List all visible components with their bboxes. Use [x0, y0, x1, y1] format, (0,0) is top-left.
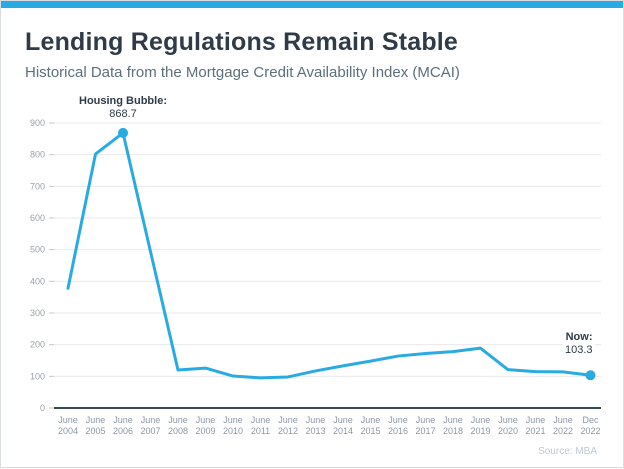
x-axis-label-year: 2022 [580, 426, 600, 436]
x-axis-label-year: 2014 [333, 426, 353, 436]
x-axis-label-year: 2012 [278, 426, 298, 436]
mcai-line-series [66, 131, 592, 380]
x-axis-label-month: June [526, 415, 546, 425]
x-axis-label-month: Dec [582, 415, 599, 425]
x-axis-label-month: June [388, 415, 408, 425]
y-axis-label: 600 [30, 213, 45, 223]
top-accent-bar [1, 1, 623, 8]
now-annotation: Now: 103.3 [561, 331, 596, 358]
x-axis-label-month: June [223, 415, 243, 425]
data-point-marker [118, 127, 128, 138]
annotation-label: Now: [565, 331, 593, 344]
x-axis-label-year: 2016 [388, 426, 408, 436]
annotation-value: 103.3 [564, 344, 593, 357]
x-axis-label-year: 2009 [195, 426, 215, 436]
data-point-marker [585, 370, 596, 381]
page-subtitle: Historical Data from the Mortgage Credit… [25, 64, 460, 81]
x-axis-label-month: June [58, 415, 78, 425]
x-axis-label-year: 2010 [223, 426, 243, 436]
x-axis-label-year: 2021 [525, 426, 545, 436]
y-axis-label: 900 [30, 118, 45, 128]
x-axis-label-year: 2004 [58, 426, 78, 436]
x-axis-label-year: 2015 [360, 426, 380, 436]
x-axis-label-month: June [251, 415, 271, 425]
y-axis-label: 800 [30, 150, 45, 160]
x-axis-label-year: 2020 [498, 426, 518, 436]
x-axis-label-month: June [498, 415, 518, 425]
x-axis-label-month: June [86, 415, 106, 425]
y-axis-label: 700 [30, 181, 45, 191]
x-axis-label-year: 2019 [470, 426, 490, 436]
x-axis-label-year: 2005 [85, 426, 105, 436]
x-axis-label-year: 2018 [443, 426, 463, 436]
x-axis-label-month: June [168, 415, 188, 425]
y-axis-label: 100 [30, 371, 45, 381]
x-axis-label-month: June [333, 415, 353, 425]
x-axis-label-month: June [361, 415, 381, 425]
x-axis-label-year: 2022 [553, 426, 573, 436]
x-axis-label-year: 2013 [305, 426, 325, 436]
y-axis-label: 200 [30, 340, 45, 350]
x-axis-label-month: June [416, 415, 436, 425]
source-attribution: Source: MBA [538, 446, 597, 457]
page-title: Lending Regulations Remain Stable [25, 28, 459, 56]
annotation-label: Housing Bubble: [79, 94, 167, 107]
x-axis-label-month: June [196, 415, 216, 425]
housing-bubble-annotation: Housing Bubble: 868.7 [76, 94, 170, 121]
y-axis-label: 400 [30, 276, 45, 286]
x-axis-label-year: 2011 [251, 426, 270, 436]
x-axis-label-month: June [443, 415, 463, 425]
y-axis-label: 0 [40, 403, 45, 413]
x-axis-label-month: June [553, 415, 573, 425]
x-axis-label-month: June [278, 415, 298, 425]
y-axis-label: 300 [30, 308, 45, 318]
x-axis-label-year: 2008 [168, 426, 188, 436]
x-axis-label-month: June [306, 415, 326, 425]
x-axis-label-year: 2006 [113, 426, 133, 436]
x-axis-label-year: 2007 [140, 426, 160, 436]
x-axis-label-year: 2017 [415, 426, 435, 436]
x-axis-label-month: June [113, 415, 133, 425]
x-axis-label-month: June [141, 415, 161, 425]
y-axis-label: 500 [30, 245, 45, 255]
x-axis-label-month: June [471, 415, 491, 425]
annotation-value: 868.7 [109, 107, 137, 120]
